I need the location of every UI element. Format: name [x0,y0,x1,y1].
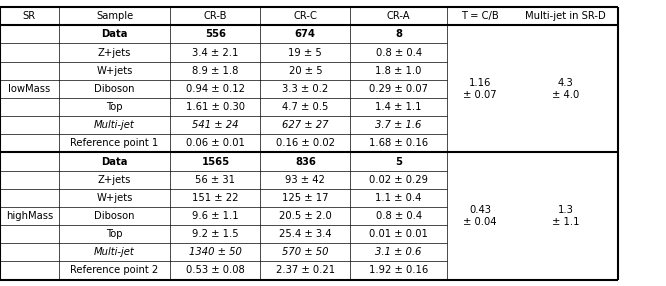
Text: 151 ± 22: 151 ± 22 [192,193,238,203]
Text: 1.61 ± 0.30: 1.61 ± 0.30 [186,102,245,112]
Text: 3.3 ± 0.2: 3.3 ± 0.2 [282,84,328,94]
Text: 0.43
± 0.04: 0.43 ± 0.04 [464,205,497,227]
Text: 3.4 ± 2.1: 3.4 ± 2.1 [192,47,238,57]
Text: Z+jets: Z+jets [98,47,131,57]
Text: W+jets: W+jets [97,193,133,203]
Text: 1.68 ± 0.16: 1.68 ± 0.16 [369,138,428,148]
Text: 2.37 ± 0.21: 2.37 ± 0.21 [276,265,335,275]
Text: 836: 836 [295,156,316,166]
Text: 8.9 ± 1.8: 8.9 ± 1.8 [192,66,238,76]
Text: 3.1 ± 0.6: 3.1 ± 0.6 [376,247,422,257]
Text: 1340 ± 50: 1340 ± 50 [189,247,242,257]
Text: 627 ± 27: 627 ± 27 [282,120,328,130]
Text: Multi-jet: Multi-jet [94,247,135,257]
Text: lowMass: lowMass [8,84,51,94]
Text: 25.4 ± 3.4: 25.4 ± 3.4 [279,229,332,239]
Text: 1.3
± 1.1: 1.3 ± 1.1 [552,205,579,227]
Text: 0.06 ± 0.01: 0.06 ± 0.01 [186,138,245,148]
Text: CR-C: CR-C [294,11,317,21]
Text: 0.8 ± 0.4: 0.8 ± 0.4 [376,47,422,57]
Text: 20.5 ± 2.0: 20.5 ± 2.0 [279,211,332,221]
Text: W+jets: W+jets [97,66,133,76]
Text: 0.29 ± 0.07: 0.29 ± 0.07 [369,84,428,94]
Text: 1565: 1565 [201,156,230,166]
Text: 0.01 ± 0.01: 0.01 ± 0.01 [369,229,428,239]
Text: 1.1 ± 0.4: 1.1 ± 0.4 [376,193,422,203]
Text: Diboson: Diboson [95,84,135,94]
Text: 4.3
± 4.0: 4.3 ± 4.0 [552,78,579,100]
Text: 93 ± 42: 93 ± 42 [286,175,325,185]
Text: 125 ± 17: 125 ± 17 [282,193,328,203]
Text: 9.6 ± 1.1: 9.6 ± 1.1 [192,211,239,221]
Text: Top: Top [107,229,123,239]
Text: highMass: highMass [6,211,53,221]
Text: Diboson: Diboson [95,211,135,221]
Text: Reference point 2: Reference point 2 [71,265,159,275]
Text: Multi-jet in SR-D: Multi-jet in SR-D [525,11,606,21]
Text: 9.2 ± 1.5: 9.2 ± 1.5 [192,229,239,239]
Text: T = C/B: T = C/B [462,11,499,21]
Text: 1.16
± 0.07: 1.16 ± 0.07 [464,78,497,100]
Text: 4.7 ± 0.5: 4.7 ± 0.5 [282,102,328,112]
Text: 674: 674 [295,29,316,39]
Text: CR-B: CR-B [204,11,227,21]
Text: 1.4 ± 1.1: 1.4 ± 1.1 [376,102,422,112]
Text: 570 ± 50: 570 ± 50 [282,247,328,257]
Text: Sample: Sample [96,11,133,21]
Text: 541 ± 24: 541 ± 24 [192,120,238,130]
Text: 1.8 ± 1.0: 1.8 ± 1.0 [376,66,422,76]
Text: 20 ± 5: 20 ± 5 [288,66,322,76]
Text: 56 ± 31: 56 ± 31 [195,175,236,185]
Text: 19 ± 5: 19 ± 5 [288,47,322,57]
Text: 8: 8 [395,29,402,39]
Text: Multi-jet: Multi-jet [94,120,135,130]
Text: Top: Top [107,102,123,112]
Text: CR-A: CR-A [387,11,410,21]
Text: Reference point 1: Reference point 1 [71,138,159,148]
Text: Z+jets: Z+jets [98,175,131,185]
Text: 556: 556 [205,29,226,39]
Text: 0.8 ± 0.4: 0.8 ± 0.4 [376,211,422,221]
Text: Data: Data [101,156,128,166]
Text: 0.94 ± 0.12: 0.94 ± 0.12 [186,84,245,94]
Text: 5: 5 [395,156,402,166]
Text: 1.92 ± 0.16: 1.92 ± 0.16 [369,265,428,275]
Text: 0.53 ± 0.08: 0.53 ± 0.08 [186,265,245,275]
Text: 3.7 ± 1.6: 3.7 ± 1.6 [376,120,422,130]
Text: Data: Data [101,29,128,39]
Text: 0.02 ± 0.29: 0.02 ± 0.29 [369,175,428,185]
Text: 0.16 ± 0.02: 0.16 ± 0.02 [276,138,335,148]
Text: SR: SR [23,11,36,21]
